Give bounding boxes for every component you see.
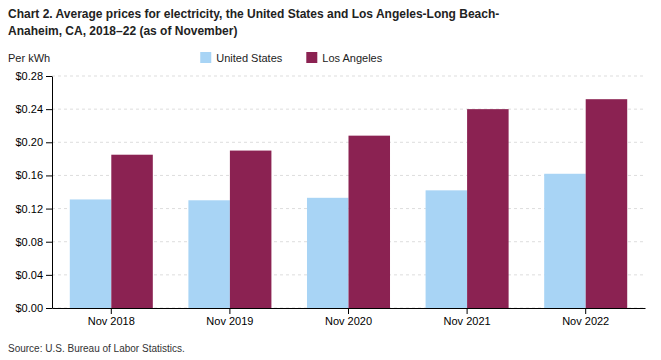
- annotation: Source: U.S. Bureau of Labor Statistics.: [8, 343, 185, 354]
- y-tick: $0.04: [15, 269, 52, 281]
- bar: [188, 200, 230, 308]
- y-axis: $0.00 $0.04 $0.08 $0.12 $0.16 $0.20 $0.24 $0.28: [15, 70, 52, 314]
- y-tick-label: $0.04: [15, 269, 43, 281]
- plot: $0.00 $0.04 $0.08 $0.12 $0.16 $0.20 $0.24 $0.28…: [15, 70, 645, 327]
- x-tick-label: Nov 2019: [206, 315, 253, 327]
- y-tick-mark: [46, 275, 52, 276]
- legend-item: United States: [200, 52, 283, 64]
- y-tick: $0.28: [15, 70, 52, 82]
- y-axis-line: [52, 77, 53, 309]
- x-tick-mark: [229, 308, 230, 314]
- x-tick: Nov 2021: [444, 308, 491, 327]
- bar: [467, 109, 509, 308]
- legend-label: Los Angeles: [322, 52, 382, 64]
- bars: [70, 99, 627, 308]
- grid: [52, 76, 645, 308]
- x-tick-label: Nov 2021: [444, 315, 491, 327]
- x-tick-mark: [585, 308, 586, 314]
- bar: [426, 190, 468, 308]
- legend-label: United States: [216, 52, 283, 64]
- y-tick-mark: [46, 209, 52, 210]
- legend-item: Los Angeles: [306, 52, 382, 64]
- y-tick: $0.24: [15, 103, 52, 115]
- y-tick-label: $0.28: [15, 70, 43, 82]
- y-tick-label: $0.20: [15, 136, 43, 148]
- legend-swatch: [306, 52, 317, 63]
- y-tick-label: $0.08: [15, 236, 43, 248]
- bar: [349, 136, 391, 308]
- x-tick-mark: [111, 308, 112, 314]
- x-tick-label: Nov 2020: [325, 315, 372, 327]
- legend-swatch: [200, 52, 211, 63]
- y-axis-label: Per kWh: [8, 52, 50, 64]
- title: Anaheim, CA, 2018–22 (as of November): [8, 24, 237, 38]
- y-tick-mark: [46, 242, 52, 243]
- bar-series: [111, 99, 627, 308]
- y-tick-label: $0.12: [15, 203, 43, 215]
- title-group: Chart 2. Average prices for electricity,…: [8, 7, 499, 38]
- legend: United States Los Angeles: [200, 52, 382, 64]
- y-tick-label: $0.24: [15, 103, 43, 115]
- x-tick-mark: [348, 308, 349, 314]
- y-tick-mark: [46, 109, 52, 110]
- grid-line: [52, 76, 645, 77]
- y-tick: $0.00: [15, 302, 52, 314]
- bar: [70, 199, 112, 308]
- bar: [230, 151, 272, 308]
- x-axis: Nov 2018 Nov 2019 Nov 2020 Nov 2021 Nov 2022: [53, 308, 646, 327]
- y-tick-label: $0.16: [15, 169, 43, 181]
- y-tick-mark: [46, 175, 52, 176]
- y-tick-label: $0.00: [15, 302, 43, 314]
- bar: [544, 174, 586, 308]
- y-tick-mark: [46, 308, 52, 309]
- y-tick: $0.12: [15, 203, 52, 215]
- y-tick-mark: [46, 142, 52, 143]
- title: Chart 2. Average prices for electricity,…: [8, 7, 499, 21]
- bar: [586, 99, 628, 308]
- x-tick-mark: [467, 308, 468, 314]
- bar: [111, 155, 153, 308]
- y-tick: $0.20: [15, 136, 52, 148]
- x-tick: Nov 2019: [206, 308, 253, 327]
- x-tick-label: Nov 2018: [88, 315, 135, 327]
- grid-line: [52, 109, 645, 110]
- x-tick: Nov 2022: [562, 308, 609, 327]
- y-tick-mark: [46, 76, 52, 77]
- y-tick: $0.08: [15, 236, 52, 248]
- chart: Chart 2. Average prices for electricity,…: [0, 0, 661, 360]
- x-tick: Nov 2018: [88, 308, 135, 327]
- x-tick-label: Nov 2022: [562, 315, 609, 327]
- y-tick: $0.16: [15, 169, 52, 181]
- x-tick: Nov 2020: [325, 308, 372, 327]
- bar: [307, 198, 349, 308]
